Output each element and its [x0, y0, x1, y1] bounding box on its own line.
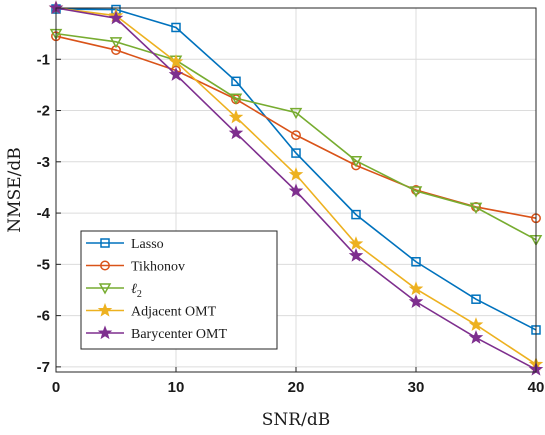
data-point	[468, 330, 484, 344]
data-point	[471, 294, 481, 304]
data-point	[411, 257, 421, 267]
data-point	[349, 156, 363, 168]
legend-label: ℓ2	[131, 282, 142, 300]
series-line	[55, 8, 537, 331]
x-axis-label: SNR/dB	[262, 410, 330, 430]
data-point	[289, 107, 303, 120]
data-point	[228, 125, 244, 140]
legend-swatch-marker	[100, 238, 110, 248]
data-point	[228, 109, 244, 124]
y-tick-label: -1	[37, 51, 50, 68]
data-point	[288, 166, 304, 181]
y-tick-label: -4	[37, 205, 51, 222]
y-tick-label: -2	[37, 103, 50, 120]
plot-series	[48, 0, 544, 376]
legend-label: Barycenter OMT	[131, 327, 227, 342]
legend-label: Lasso	[131, 237, 164, 252]
x-tick-label: 40	[528, 379, 545, 396]
legend-swatch-marker	[98, 283, 112, 295]
data-point	[171, 22, 181, 33]
legend-label: Adjacent OMT	[131, 305, 217, 320]
data-point	[348, 247, 364, 262]
x-tick-label: 30	[408, 379, 425, 396]
legend-label: Tikhonov	[131, 260, 185, 275]
legend: Lasso Tikhonov ℓ2 Adjacent OMT Barycenter OM…	[80, 230, 278, 350]
data-point	[288, 183, 304, 198]
x-tick-label: 10	[168, 379, 185, 396]
data-point	[229, 93, 243, 105]
y-tick-label: -5	[37, 256, 50, 273]
data-point	[231, 76, 241, 87]
legend-swatch-marker	[97, 302, 113, 317]
data-point	[351, 209, 361, 220]
data-point	[291, 148, 301, 158]
legend-box	[80, 230, 278, 350]
data-point	[409, 186, 423, 198]
y-tick-label: -6	[37, 308, 50, 325]
series-line	[55, 32, 537, 241]
legend-item: Lasso	[86, 237, 164, 252]
data-point	[408, 281, 424, 296]
legend-item: Barycenter OMT	[86, 325, 227, 342]
data-point	[408, 294, 424, 308]
legend-swatch-marker	[100, 260, 110, 271]
data-point	[108, 10, 124, 25]
y-tick-label: -7	[37, 359, 50, 376]
data-point	[109, 37, 123, 49]
data-point	[348, 236, 364, 251]
data-point	[469, 202, 483, 214]
x-tick-label: 0	[52, 379, 60, 396]
legend-swatch-marker	[97, 325, 113, 340]
legend-item: Adjacent OMT	[86, 302, 217, 320]
legend-item: Tikhonov	[86, 260, 185, 275]
x-tick-label: 20	[288, 379, 305, 396]
data-point	[291, 130, 301, 141]
series-4	[48, 0, 544, 376]
data-point	[168, 54, 184, 69]
y-axis-label: NMSE/dB	[5, 147, 25, 232]
legend-item: ℓ2	[86, 282, 142, 300]
axis-ticks: 0 10 20 30 40 -1 -2 -3 -4 -5 -6 -7	[37, 51, 545, 396]
data-point	[168, 67, 184, 81]
y-tick-label: -3	[37, 154, 50, 171]
data-point	[468, 317, 484, 332]
